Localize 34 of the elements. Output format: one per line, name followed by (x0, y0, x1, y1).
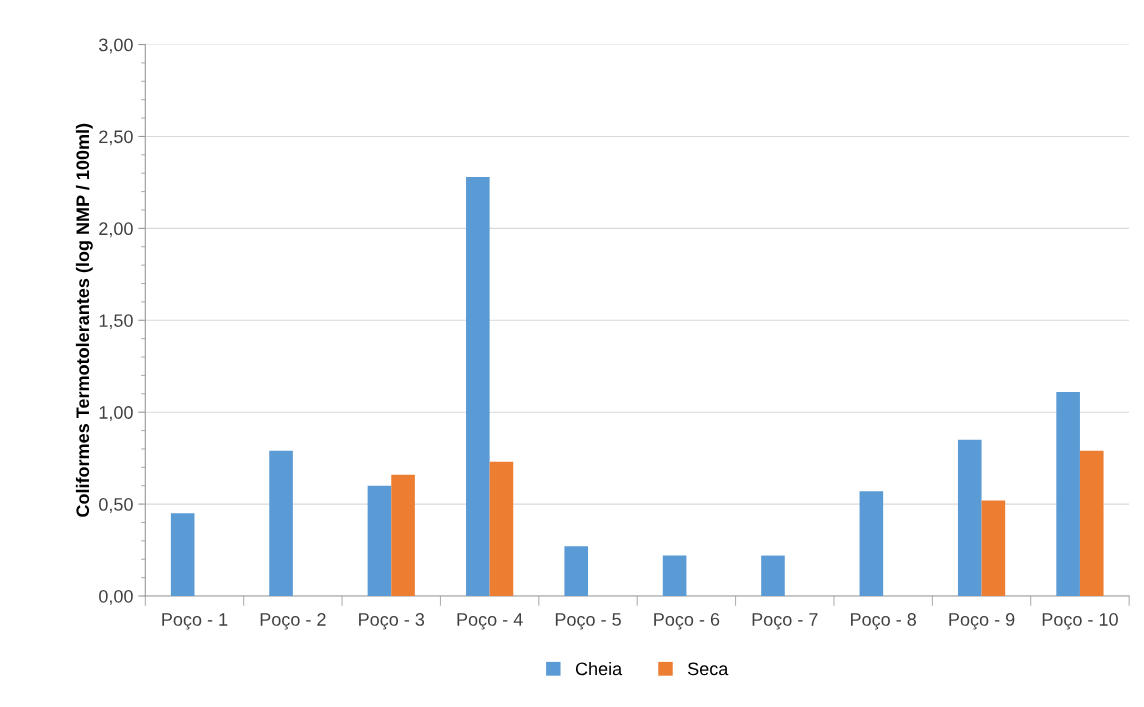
y-tick-label: 0,50 (99, 498, 133, 513)
bar (170, 513, 195, 596)
bar (662, 555, 687, 596)
x-tick-label: Poço - 9 (949, 613, 1015, 630)
bar (859, 491, 884, 596)
x-tick-label: Poço - 10 (1042, 613, 1118, 630)
x-tick-label: Poço - 1 (162, 613, 228, 630)
y-axis-title: Coliformes Termotolerantes (log NMP / 100ml) (75, 123, 93, 517)
bar (957, 439, 982, 596)
x-tick-label: Poço - 5 (555, 613, 621, 630)
y-tick-label: 0,00 (99, 589, 133, 605)
x-tick-label: Poço - 3 (359, 613, 425, 630)
x-tick-label: Poço - 8 (851, 613, 917, 630)
bar (981, 500, 1006, 596)
x-tick-label: Poço - 4 (457, 613, 523, 630)
y-tick-label: 1,00 (99, 406, 133, 422)
bar (269, 450, 293, 596)
x-tick-label: Poço - 7 (752, 613, 818, 630)
bar (466, 176, 490, 596)
y-tick-label: 2,00 (99, 222, 133, 238)
bar (1056, 391, 1080, 596)
legend-label: Seca (687, 662, 729, 676)
x-tick-label: Poço - 6 (654, 613, 720, 630)
y-tick-label: 2,50 (99, 130, 133, 146)
y-tick-label: 3,00 (99, 38, 133, 54)
bar (367, 485, 392, 596)
bar (1079, 450, 1104, 596)
y-tick-label: 1,50 (99, 314, 133, 330)
bar (761, 555, 785, 596)
bar (391, 474, 415, 596)
legend-label: Cheia (575, 661, 623, 676)
x-tick-label: Poço - 2 (260, 613, 326, 630)
bar (564, 546, 589, 596)
bar (489, 461, 514, 596)
